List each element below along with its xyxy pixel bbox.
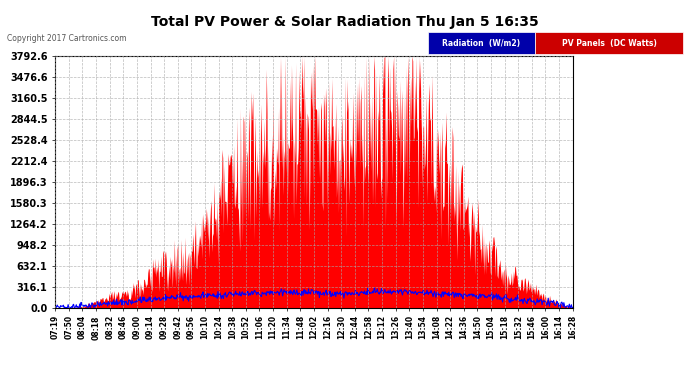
Text: PV Panels  (DC Watts): PV Panels (DC Watts) (562, 39, 656, 48)
Text: Copyright 2017 Cartronics.com: Copyright 2017 Cartronics.com (7, 34, 126, 43)
Text: Radiation  (W/m2): Radiation (W/m2) (442, 39, 520, 48)
Bar (428, 32, 535, 54)
Text: Total PV Power & Solar Radiation Thu Jan 5 16:35: Total PV Power & Solar Radiation Thu Jan… (151, 15, 539, 29)
Bar (535, 32, 683, 54)
